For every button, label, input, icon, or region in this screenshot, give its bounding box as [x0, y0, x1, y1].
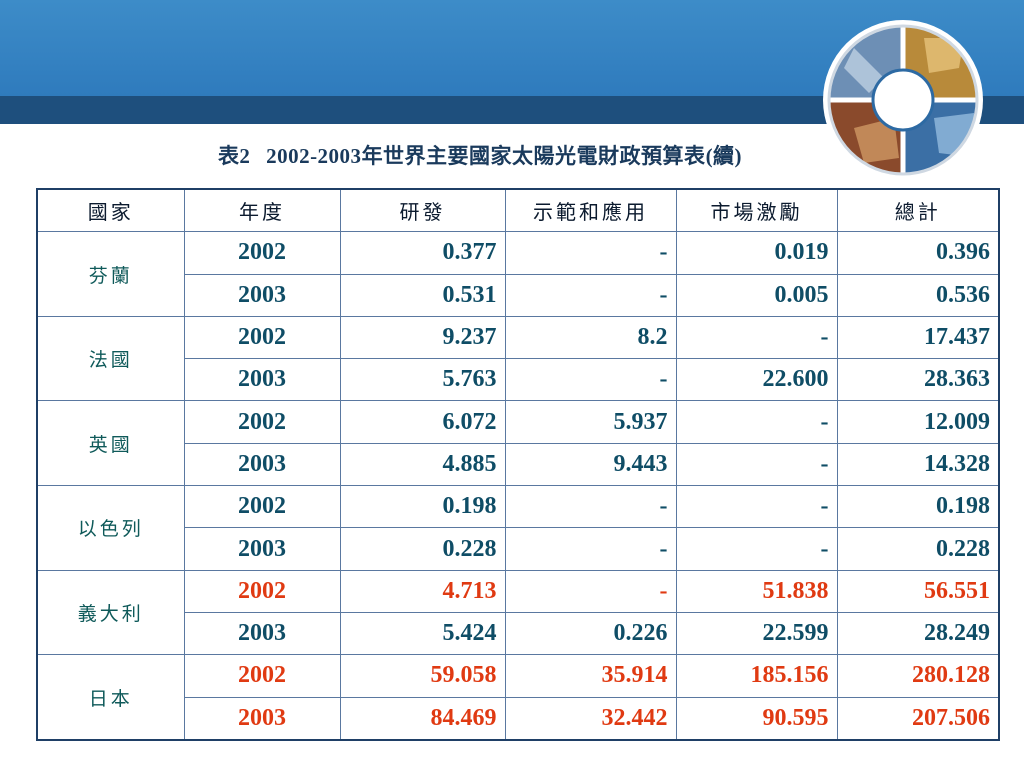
budget-table: 國家 年度 研發 示範和應用 市場激勵 總計 芬蘭 2002 0.377-0.019… — [36, 188, 1000, 741]
country-cell: 日本 — [36, 654, 185, 741]
total-cell: 0.228 — [836, 527, 1000, 571]
header-year: 年度 — [183, 188, 341, 233]
table-row: 2003 5.424 0.226 22.599 28.249 — [37, 611, 1000, 656]
rd-cell: 0.531 — [339, 273, 506, 317]
rd-cell: 0.228 — [339, 527, 506, 571]
title-prefix: 表2 — [217, 144, 251, 168]
table-row: 2003 5.763-22.600 28.363 — [37, 358, 1000, 402]
market-cell: 0.005 — [675, 273, 838, 317]
market-cell: 90.595 — [675, 696, 838, 741]
table-row: 以色列 2002 0.198- -0.198 — [36, 485, 1000, 571]
demo-cell: - — [504, 273, 677, 317]
rd-cell: 6.072 — [339, 400, 506, 444]
year-cell: 2002 — [183, 231, 341, 275]
total-cell: 14.328 — [836, 442, 1000, 487]
table-row: 2003 4.885 9.443-14.328 — [37, 442, 1000, 487]
year-cell: 2003 — [183, 696, 341, 741]
year-cell: 2003 — [183, 358, 341, 402]
country-cell: 以色列 — [36, 485, 185, 571]
year-cell: 2003 — [183, 273, 341, 317]
table-header-row: 國家 年度 研發 示範和應用 市場激勵 總計 — [36, 188, 1000, 233]
market-cell: 185.156 — [675, 654, 838, 698]
demo-cell: - — [504, 231, 677, 275]
header-country: 國家 — [36, 188, 185, 233]
year-cell: 2002 — [183, 569, 341, 613]
rd-cell: 84.469 — [339, 696, 506, 741]
rd-cell: 9.237 — [339, 315, 506, 360]
demo-cell: 8.2 — [504, 315, 677, 360]
title-suffix: (續) — [705, 144, 743, 168]
market-cell: - — [675, 527, 838, 571]
country-cell: 義大利 — [36, 569, 185, 656]
year-cell: 2002 — [183, 400, 341, 444]
rd-cell: 59.058 — [339, 654, 506, 698]
market-cell: 0.019 — [675, 231, 838, 275]
table-row: 日本 2002 59.058 35.914 185.156 280.128 — [36, 654, 1000, 741]
total-cell: 12.009 — [836, 400, 1000, 444]
total-cell: 0.396 — [836, 231, 1000, 275]
total-cell: 28.363 — [836, 358, 1000, 402]
logo-ring-icon — [823, 20, 983, 180]
rd-cell: 5.763 — [339, 358, 506, 402]
market-cell: 51.838 — [675, 569, 838, 613]
rd-cell: 4.713 — [339, 569, 506, 613]
table-row: 2003 0.531-0.005 0.536 — [37, 273, 1000, 317]
year-cell: 2003 — [183, 527, 341, 571]
year-cell: 2002 — [183, 654, 341, 698]
year-cell: 2003 — [183, 611, 341, 656]
year-cell: 2002 — [183, 315, 341, 360]
table-row: 2003 84.469 32.442 90.595 207.506 — [37, 696, 1000, 741]
demo-cell: - — [504, 358, 677, 402]
table-row: 法國 2002 9.237 8.2-17.437 — [36, 315, 1000, 402]
market-cell: - — [675, 315, 838, 360]
rd-cell: 0.198 — [339, 485, 506, 529]
table-body: 芬蘭 2002 0.377-0.019 0.396 2003 0.531-0.005 0.5… — [36, 231, 1000, 741]
demo-cell: - — [504, 485, 677, 529]
table-row: 英國 2002 6.072 5.937-12.009 — [36, 400, 1000, 487]
year-cell: 2002 — [183, 485, 341, 529]
title-years: 2002-2003 — [266, 144, 362, 168]
year-cell: 2003 — [183, 442, 341, 487]
total-cell: 28.249 — [836, 611, 1000, 656]
market-cell: 22.600 — [675, 358, 838, 402]
demo-cell: 5.937 — [504, 400, 677, 444]
demo-cell: 0.226 — [504, 611, 677, 656]
demo-cell: 35.914 — [504, 654, 677, 698]
rd-cell: 0.377 — [339, 231, 506, 275]
market-cell: - — [675, 400, 838, 444]
total-cell: 17.437 — [836, 315, 1000, 360]
total-cell: 0.198 — [836, 485, 1000, 529]
demo-cell: - — [504, 569, 677, 613]
header-total: 總計 — [836, 188, 1000, 233]
demo-cell: - — [504, 527, 677, 571]
country-cell: 英國 — [36, 400, 185, 487]
header-demo: 示範和應用 — [504, 188, 677, 233]
rd-cell: 5.424 — [339, 611, 506, 656]
market-cell: 22.599 — [675, 611, 838, 656]
header-rd: 研發 — [339, 188, 506, 233]
total-cell: 280.128 — [836, 654, 1000, 698]
demo-cell: 32.442 — [504, 696, 677, 741]
market-cell: - — [675, 485, 838, 529]
rd-cell: 4.885 — [339, 442, 506, 487]
country-cell: 法國 — [36, 315, 185, 402]
market-cell: - — [675, 442, 838, 487]
table-row: 芬蘭 2002 0.377-0.019 0.396 — [36, 231, 1000, 317]
table-row: 義大利 2002 4.713-51.838 56.551 — [36, 569, 1000, 656]
total-cell: 207.506 — [836, 696, 1000, 741]
title-text: 年世界主要國家太陽光電財政預算表 — [361, 143, 706, 168]
country-cell: 芬蘭 — [36, 231, 185, 317]
demo-cell: 9.443 — [504, 442, 677, 487]
header-market: 市場激勵 — [675, 188, 838, 233]
total-cell: 56.551 — [836, 569, 1000, 613]
page-title: 表2 2002-2003年世界主要國家太陽光電財政預算表(續) — [0, 140, 960, 170]
total-cell: 0.536 — [836, 273, 1000, 317]
